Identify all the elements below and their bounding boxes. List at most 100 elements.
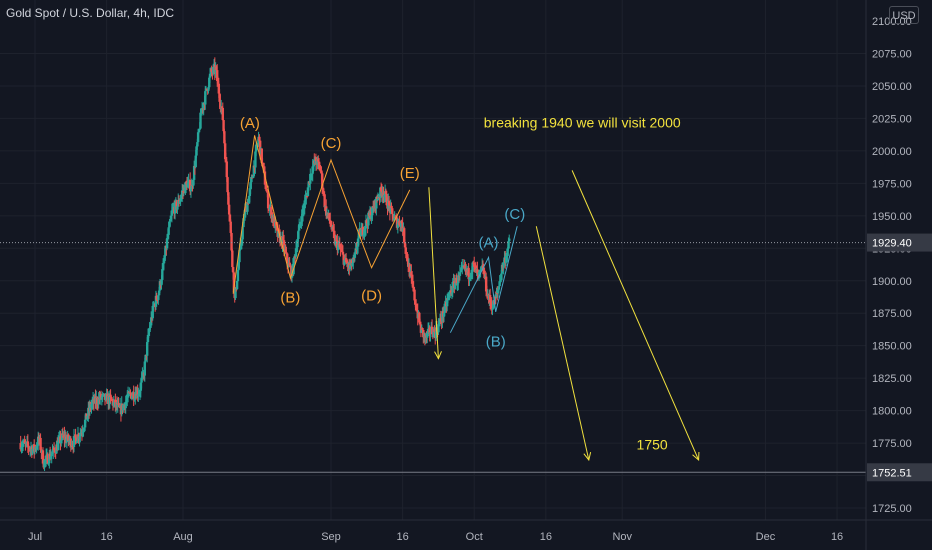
symbol-title[interactable]: Gold Spot / U.S. Dollar, 4h, IDC — [6, 6, 175, 20]
candle-body — [383, 195, 386, 197]
candle-body — [473, 262, 476, 265]
candle-body — [414, 300, 417, 305]
candle-body — [317, 161, 321, 165]
candle-body — [137, 394, 140, 396]
candle-body — [138, 390, 142, 394]
candle-body — [474, 265, 478, 273]
currency-button[interactable]: USD — [889, 6, 919, 24]
candle-body — [439, 318, 443, 322]
candle-body — [447, 294, 450, 298]
candle-body — [243, 217, 246, 219]
candle-body — [166, 234, 170, 239]
candle-body — [371, 206, 375, 208]
candle-body — [167, 227, 170, 235]
candle-body — [33, 447, 37, 452]
candle-body — [401, 223, 404, 232]
candle-body — [132, 392, 135, 400]
candle-body — [297, 230, 300, 239]
candle-body — [443, 303, 446, 313]
candle-body — [265, 189, 268, 192]
candle-body — [231, 267, 235, 273]
candle-body — [91, 401, 94, 405]
candle-body — [497, 286, 501, 290]
candle-body — [163, 256, 166, 261]
candle-body — [507, 241, 510, 249]
candle-body — [43, 460, 46, 468]
candle-body — [274, 221, 278, 226]
candle-body — [122, 404, 125, 411]
candle-body — [433, 329, 436, 332]
candle-body — [247, 195, 251, 204]
candle-body — [227, 204, 231, 215]
candle-body — [240, 239, 244, 244]
candle-body — [216, 70, 219, 82]
candle-body — [218, 93, 221, 102]
candle-body — [61, 433, 65, 436]
candle-body — [198, 128, 201, 130]
y-tick-label: 1825.00 — [872, 373, 912, 385]
arrow-head — [434, 351, 442, 360]
candle-body — [195, 146, 198, 156]
candle-body — [455, 277, 458, 285]
candle-body — [328, 213, 331, 221]
candle-body — [144, 354, 147, 362]
candle-body — [212, 66, 215, 73]
candle-body — [67, 434, 70, 441]
candle-body — [241, 227, 244, 240]
candle-body — [304, 197, 307, 201]
candle-body — [148, 327, 151, 332]
candle-body — [467, 267, 470, 280]
candle-body — [190, 184, 193, 190]
candle-body — [393, 216, 396, 220]
candle-body — [382, 192, 385, 197]
projection-arrow — [571, 170, 700, 461]
candle-body — [399, 221, 403, 227]
candle-body — [277, 231, 280, 237]
candle-body — [418, 312, 421, 323]
candle-body — [477, 272, 481, 275]
support-price-label: 1752.51 — [872, 467, 912, 479]
candle-body — [480, 267, 483, 270]
candle-body — [336, 244, 340, 251]
y-axis[interactable]: 1725.001750.001775.001800.001825.001850.… — [865, 0, 932, 550]
candle-body — [47, 463, 50, 465]
candle-body — [75, 437, 78, 444]
y-tick-label: 1800.00 — [872, 406, 912, 418]
candle-body — [189, 189, 193, 192]
candle-body — [41, 450, 45, 464]
candle-body — [385, 193, 388, 206]
candle-body — [490, 304, 493, 310]
candle-body — [464, 264, 467, 270]
candle-body — [286, 253, 289, 263]
y-tick-label: 1725.00 — [872, 503, 912, 515]
candle-body — [37, 436, 41, 439]
candle-body — [420, 328, 423, 333]
candle-body — [39, 437, 42, 450]
candle-body — [237, 262, 240, 270]
candle-body — [379, 187, 382, 198]
y-tick-label: 1875.00 — [872, 308, 912, 320]
candle-body — [270, 206, 273, 219]
candle-body — [299, 221, 302, 225]
candle-body — [342, 254, 345, 265]
candle-body — [375, 196, 379, 199]
annotation-text: breaking 1940 we will visit 2000 — [484, 115, 681, 131]
candle-body — [483, 270, 486, 279]
candle-body — [362, 234, 365, 236]
candle-body — [266, 191, 269, 193]
candle-body — [264, 184, 267, 190]
candle-body — [478, 269, 481, 273]
x-axis[interactable]: Jul 16 Aug Sep 16 Oct 16 Nov Dec 16 — [0, 519, 932, 543]
candle-body — [389, 205, 392, 213]
candle-body — [25, 442, 28, 444]
candle-body — [138, 393, 141, 395]
candle-body — [457, 275, 460, 284]
support-price-label-bg — [867, 463, 932, 482]
candle-body — [160, 279, 163, 286]
candle-body — [411, 281, 415, 288]
candle-body — [136, 390, 139, 396]
candle-body — [23, 441, 26, 443]
candle-body — [318, 164, 322, 171]
candle-body — [168, 221, 171, 228]
